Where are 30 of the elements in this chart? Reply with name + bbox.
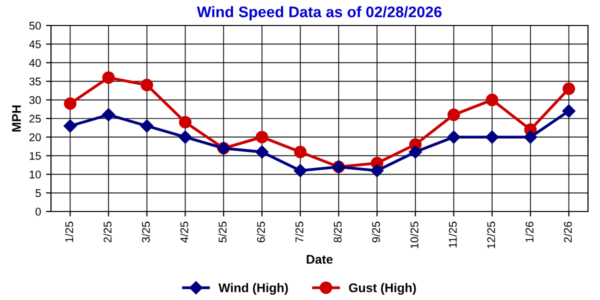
x-tick-label: 2/26 xyxy=(564,222,572,242)
x-tick-label: 11/25 xyxy=(448,222,457,248)
x-axis-title: Date xyxy=(306,255,333,264)
legend-label: Gust (High) xyxy=(348,283,416,295)
legend-label: Wind (High) xyxy=(218,283,288,295)
y-tick-label: 5 xyxy=(36,189,41,198)
x-tick-label: 1/26 xyxy=(525,222,534,242)
x-tick-label: 1/25 xyxy=(65,222,74,242)
y-tick-label: 45 xyxy=(29,40,41,48)
y-tick-label: 15 xyxy=(30,152,41,160)
y-tick-label: 40 xyxy=(29,58,41,67)
y-tick-label: 50 xyxy=(29,22,41,30)
y-tick-label: 25 xyxy=(29,114,41,123)
x-tick-label: 5/25 xyxy=(218,222,227,242)
y-axis-title: MPH xyxy=(12,105,21,132)
y-tick-label: 20 xyxy=(29,133,41,142)
x-tick-label: 2/25 xyxy=(103,222,112,242)
x-tick-label: 6/25 xyxy=(256,222,265,242)
x-tick-label: 8/25 xyxy=(334,222,342,242)
y-tick-label: 30 xyxy=(29,96,41,104)
x-tick-label: 7/25 xyxy=(295,222,304,242)
x-tick-label: 9/25 xyxy=(372,222,380,242)
x-tick-label: 12/25 xyxy=(486,222,496,248)
y-tick-label: 10 xyxy=(30,170,41,178)
x-tick-label: 10/25 xyxy=(410,222,418,248)
y-tick-label: 0 xyxy=(36,208,41,216)
x-tick-label: 4/25 xyxy=(180,222,188,243)
x-tick-label: 3/25 xyxy=(142,222,150,242)
y-tick-label: 35 xyxy=(29,78,41,86)
chart-title: Wind Speed Data as of 02/28/2026 xyxy=(196,6,442,20)
